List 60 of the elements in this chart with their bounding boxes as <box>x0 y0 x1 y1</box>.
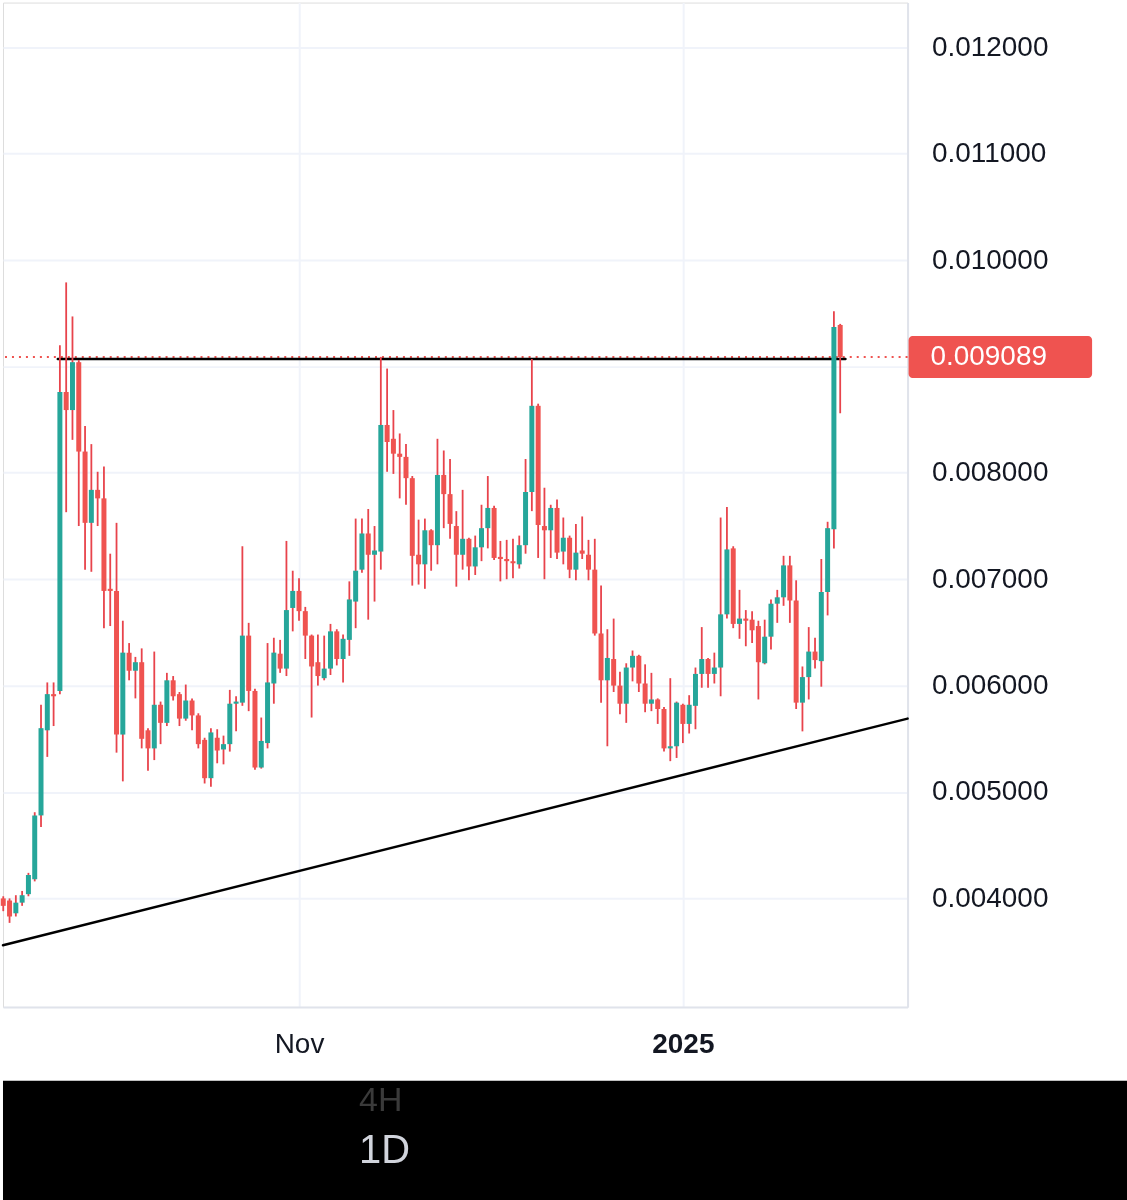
candlestick <box>548 503 554 559</box>
candlestick <box>579 515 585 560</box>
y-tick-label: 0.008000 <box>932 456 1049 488</box>
candlestick <box>428 528 434 572</box>
candlestick <box>630 649 636 683</box>
candlestick <box>441 449 447 530</box>
y-tick-label: 0.006000 <box>932 669 1049 701</box>
candlestick <box>560 516 566 566</box>
candlestick <box>460 488 466 571</box>
candlestick <box>290 569 296 633</box>
candlestick <box>321 634 327 682</box>
y-tick-label: 0.010000 <box>932 243 1049 275</box>
candlestick <box>604 628 610 748</box>
candlestick <box>774 588 780 624</box>
candlestick <box>51 681 57 727</box>
candlestick <box>479 503 484 563</box>
candlestick <box>648 671 654 713</box>
candlestick <box>699 626 705 689</box>
candlestick <box>472 534 478 576</box>
candlestick <box>711 651 717 685</box>
candlestick <box>13 894 19 918</box>
y-tick-label: 0.005000 <box>932 775 1049 807</box>
x-tick-label: Nov <box>274 1028 325 1060</box>
candlestick <box>655 697 661 725</box>
candlestick <box>277 638 283 674</box>
candlestick <box>510 537 516 580</box>
candlestick <box>397 432 403 500</box>
candlestick <box>107 552 113 627</box>
candlestick <box>680 702 686 744</box>
y-tick-label: 0.012000 <box>932 30 1049 62</box>
candlestick <box>541 486 547 581</box>
candlestick <box>573 523 579 582</box>
candlestick <box>585 538 591 582</box>
y-tick-label: 0.007000 <box>932 562 1049 594</box>
candlestick <box>642 663 648 714</box>
candlestick <box>158 700 164 746</box>
candlestick <box>132 655 138 700</box>
candlestick <box>221 734 226 766</box>
candlestick <box>183 683 189 722</box>
candlestick <box>516 534 522 570</box>
candlestick <box>743 609 749 648</box>
candlestick <box>617 670 623 716</box>
candlestick <box>95 470 101 527</box>
candlestick <box>705 657 711 689</box>
candlestick <box>504 538 510 581</box>
candlestick <box>365 508 371 621</box>
candlestick <box>812 636 818 670</box>
text: 1D <box>359 1126 411 1171</box>
candlestick <box>667 677 673 763</box>
candlestick <box>296 577 302 622</box>
y-tick-label: 0.004000 <box>932 881 1049 913</box>
candlestick <box>126 642 132 682</box>
candlestick <box>189 697 195 732</box>
candlestick <box>485 475 491 550</box>
y-tick-label: 0.011000 <box>932 137 1047 169</box>
ref-line-label: 0.009089 <box>930 339 1047 371</box>
candlestick <box>737 588 743 640</box>
text: 4H <box>359 1079 403 1118</box>
x-tick-label: 2025 <box>652 1028 715 1060</box>
candlestick <box>214 728 220 765</box>
